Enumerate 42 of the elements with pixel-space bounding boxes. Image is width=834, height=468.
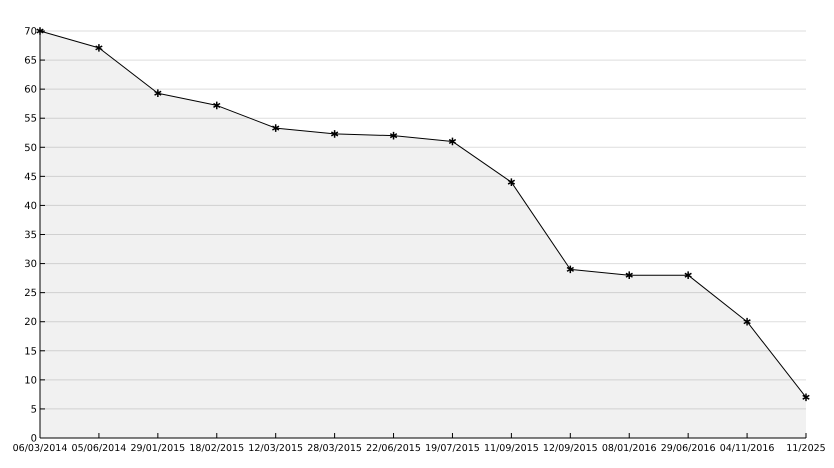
y-tick-label: 50 <box>24 142 37 154</box>
x-tick-label: 12/09/2015 <box>542 443 598 454</box>
point <box>802 392 810 402</box>
y-tick-label: 10 <box>24 375 37 386</box>
x-tick-label: 29/01/2015 <box>130 443 186 454</box>
x-tick-label: 18/02/2015 <box>189 443 244 454</box>
y-tick-label: 60 <box>24 84 37 96</box>
x-tick-label: 08/01/2016 <box>602 443 657 454</box>
x-tick-label: 11/09/2015 <box>484 443 539 454</box>
x-tick-label: 05/06/2014 <box>72 443 126 454</box>
x-tick-label: 06/03/2014 <box>12 443 68 454</box>
point <box>743 317 752 326</box>
point <box>566 264 574 274</box>
x-tick-label: 04/11/2016 <box>720 443 774 454</box>
y-tick-label: 20 <box>24 317 37 328</box>
y-tick-label: 25 <box>24 288 37 300</box>
x-tick-label: 28/03/2015 <box>307 443 362 454</box>
x-tick-label: 11/2025 <box>786 443 826 454</box>
y-tick-label: 0 <box>30 434 37 444</box>
y-tick-label: 55 <box>24 114 37 125</box>
y-tick-label: 35 <box>24 230 37 241</box>
y-tick-label: 40 <box>24 200 37 212</box>
point <box>390 131 398 140</box>
point <box>154 88 162 98</box>
y-tick-label: 30 <box>24 259 37 270</box>
point <box>94 43 103 52</box>
x-tick-label: 22/06/2015 <box>366 443 421 454</box>
y-tick-label: 15 <box>24 346 37 358</box>
point <box>448 136 456 146</box>
point <box>272 124 280 133</box>
y-tick-label: 70 <box>24 26 37 38</box>
x-tick-label: 29/06/2016 <box>660 443 716 454</box>
x-tick-label: 12/03/2015 <box>248 443 304 454</box>
point <box>625 270 634 280</box>
y-tick-label: 45 <box>24 172 37 183</box>
point <box>507 178 516 187</box>
point <box>330 129 339 138</box>
x-tick-label: 19/07/2015 <box>425 443 480 454</box>
point <box>212 100 221 110</box>
y-tick-label: 65 <box>24 56 37 67</box>
y-tick-label: 5 <box>30 404 37 416</box>
point <box>684 270 692 280</box>
